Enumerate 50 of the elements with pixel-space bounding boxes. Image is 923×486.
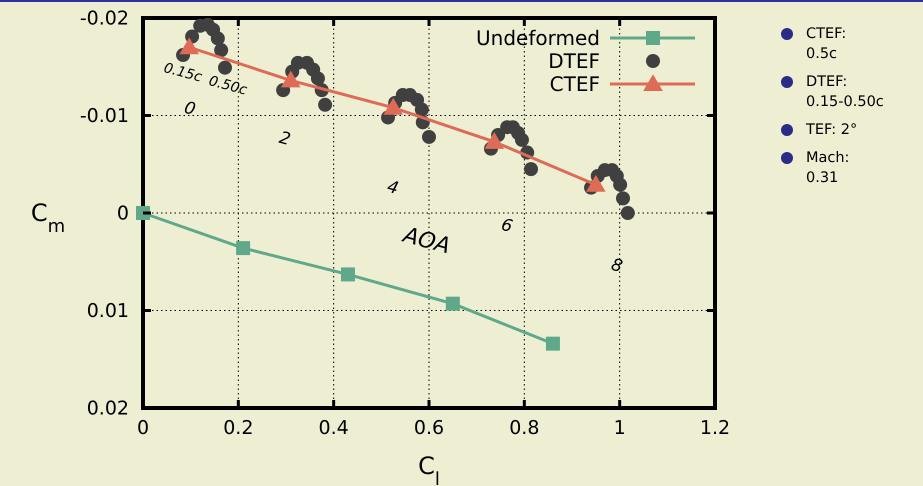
x-tick-label: 1 <box>614 417 626 439</box>
y-tick-label: -0.02 <box>80 8 129 30</box>
annotation: 0 <box>182 98 198 120</box>
point <box>613 178 628 192</box>
x-tick-label: 0.4 <box>318 417 349 439</box>
point <box>383 98 404 115</box>
y-tick-label: 0 <box>116 202 129 225</box>
point <box>310 71 325 86</box>
point <box>422 130 436 144</box>
x-tick-label: 0.8 <box>509 417 540 439</box>
point <box>546 336 560 351</box>
point <box>446 296 460 311</box>
point <box>514 132 529 147</box>
legend-label: Undeformed <box>476 26 600 50</box>
annotation: AOA <box>398 222 453 260</box>
text: DTEF: 0.15-0.50c <box>806 74 884 110</box>
annotation: 8 <box>608 254 625 278</box>
point <box>586 174 606 192</box>
point <box>318 98 332 112</box>
annotation: 0.15c <box>162 60 204 86</box>
annotation: 4 <box>384 176 401 199</box>
annotation: 6 <box>498 214 515 238</box>
x-tick-label: 0.6 <box>414 417 444 439</box>
x-tick-label: 0 <box>136 417 150 439</box>
point <box>414 102 429 117</box>
x-axis-title: C$_{l}$ <box>418 452 440 486</box>
point <box>218 60 232 75</box>
y-tick-label: 0.01 <box>86 300 129 322</box>
point <box>484 132 504 149</box>
point <box>620 206 635 220</box>
point <box>524 162 538 176</box>
annotation: 0.50c <box>206 73 249 99</box>
point <box>179 37 200 54</box>
text: Mach: 0.31 <box>806 150 850 186</box>
point <box>214 43 228 58</box>
point <box>340 267 355 282</box>
y-tick-label: -0.01 <box>80 105 129 128</box>
y-axis-title: C$_{m}$ <box>30 199 66 236</box>
x-tick-label: 1.2 <box>700 417 730 439</box>
text: TEF: 2° <box>806 122 858 138</box>
point <box>210 31 225 46</box>
legend-label: CTEF <box>550 72 600 96</box>
y-tick-label: 0.02 <box>86 398 129 420</box>
point <box>280 70 301 88</box>
point <box>236 241 250 256</box>
annotation: 2 <box>276 128 293 150</box>
point <box>616 191 630 206</box>
x-tick-label: 0.2 <box>223 417 254 439</box>
legend-label: DTEF <box>548 49 600 73</box>
text: CTEF: 0.5c <box>806 26 846 62</box>
